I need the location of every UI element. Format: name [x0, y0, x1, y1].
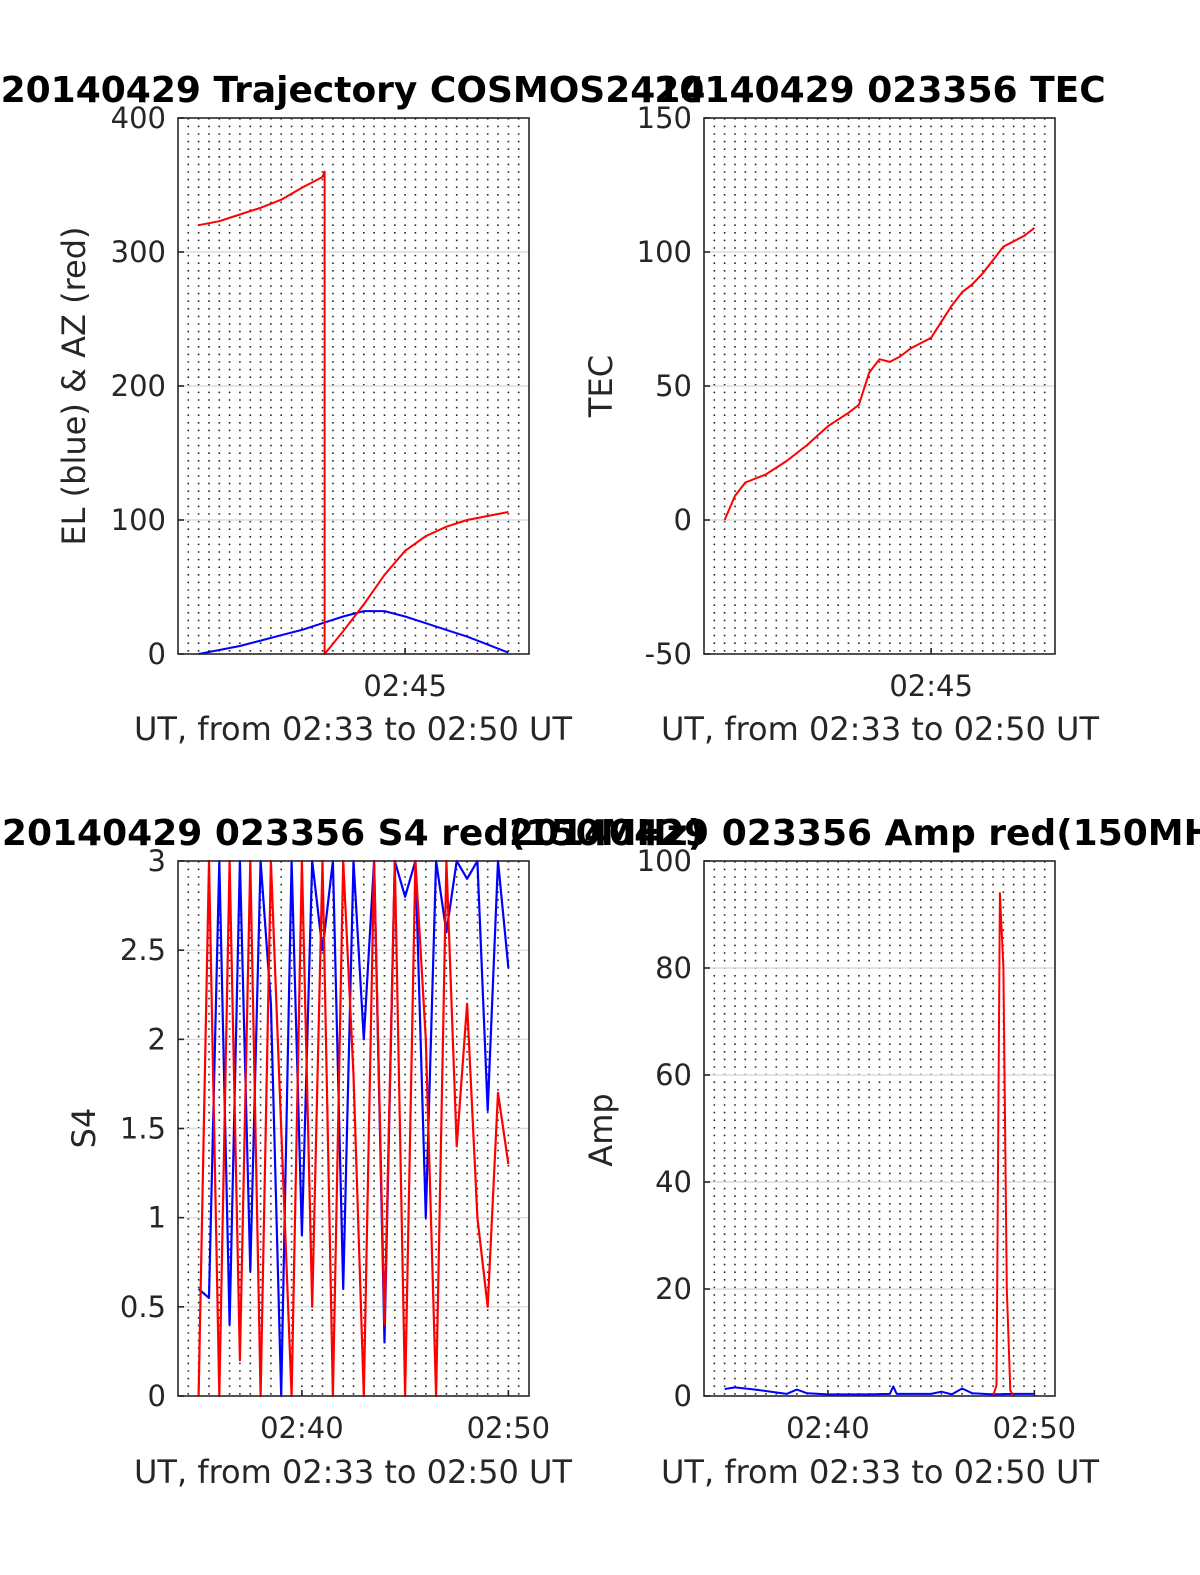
x-axis-label: UT, from 02:33 to 02:50 UT — [134, 1453, 572, 1491]
series-group — [198, 170, 509, 655]
y-tick-label: 0 — [148, 637, 166, 671]
panel-amp: 0 20 40 60 80 100 02:40 02:50 20140429 023356 … — [509, 813, 1200, 1491]
x-axis-label: UT, from 02:33 to 02:50 UT — [661, 710, 1099, 748]
x-tick-label: 02:50 — [993, 1411, 1077, 1445]
y-tick-label: 0 — [674, 1379, 692, 1413]
y-tick-label: 150 — [637, 101, 692, 135]
x-tick-label: 02:40 — [786, 1411, 870, 1445]
y-tick-label: 100 — [637, 844, 692, 878]
y-tick-label: 50 — [655, 369, 692, 403]
grid-lines — [704, 861, 1055, 1396]
series-line-0 — [724, 1385, 1035, 1396]
y-tick-label: 1.5 — [120, 1112, 166, 1146]
panel-s4: 0 0.5 1 1.5 2 2.5 3 02:40 02:50 20140429 023356… — [2, 813, 704, 1491]
y-tick-labels: 0 0.5 1 1.5 2 2.5 3 — [120, 844, 166, 1413]
y-tick-label: 2.5 — [120, 933, 166, 967]
y-tick-labels: -50 0 50 100 150 — [637, 101, 692, 671]
y-tick-label: 60 — [655, 1058, 692, 1092]
chart-title: 20140429 023356 S4 red(150MHz) — [2, 813, 704, 854]
x-tick-labels: 02:45 — [363, 669, 447, 703]
y-tick-label: 1 — [148, 1201, 166, 1235]
x-tick-label: 02:40 — [260, 1411, 344, 1445]
series-group — [724, 892, 1035, 1397]
y-tick-label: 80 — [655, 951, 692, 985]
series-line-0 — [198, 610, 509, 655]
y-tick-label: 3 — [148, 844, 166, 878]
y-tick-label: 0 — [674, 503, 692, 537]
y-tick-label: 40 — [655, 1165, 692, 1199]
panel-trajectory: 0 100 200 300 400 02:45 20140429 Trajectory … — [1, 70, 706, 748]
y-tick-label: -50 — [645, 637, 692, 671]
axes-frame — [703, 860, 1056, 1397]
y-axis-label: TEC — [582, 355, 620, 418]
x-tick-label: 02:50 — [467, 1411, 551, 1445]
y-axis-label: EL (blue) & AZ (red) — [55, 226, 93, 545]
grid-lines — [704, 118, 1055, 654]
y-axis-label: S4 — [65, 1108, 103, 1149]
x-tick-label: 02:45 — [889, 669, 973, 703]
x-tick-label: 02:45 — [363, 669, 447, 703]
x-axis-label: UT, from 02:33 to 02:50 UT — [661, 1453, 1099, 1491]
y-axis-label: Amp — [582, 1093, 620, 1166]
x-tick-labels: 02:40 02:50 — [786, 1411, 1076, 1445]
y-tick-labels: 0 100 200 300 400 — [111, 101, 166, 671]
y-tick-label: 300 — [111, 235, 166, 269]
chart-title: 20140429 023356 Amp red(150MHz) — [509, 813, 1200, 854]
y-tick-labels: 0 20 40 60 80 100 — [637, 844, 692, 1413]
y-tick-label: 200 — [111, 369, 166, 403]
series-group — [723, 227, 1036, 521]
panel-tec: -50 0 50 100 150 02:45 20140429 023356 TEC U… — [582, 70, 1106, 748]
series-line-1 — [198, 170, 509, 655]
y-tick-label: 0 — [148, 1379, 166, 1413]
y-tick-label: 0.5 — [120, 1290, 166, 1324]
chart-title: 20140429 023356 TEC — [654, 70, 1105, 111]
y-tick-label: 400 — [111, 101, 166, 135]
y-tick-label: 100 — [637, 235, 692, 269]
x-tick-labels: 02:45 — [889, 669, 973, 703]
x-tick-labels: 02:40 02:50 — [260, 1411, 550, 1445]
x-axis-label: UT, from 02:33 to 02:50 UT — [134, 710, 572, 748]
y-tick-label: 100 — [111, 503, 166, 537]
chart-title: 20140429 Trajectory COSMOS2414 — [1, 70, 706, 111]
series-line-1 — [992, 892, 1015, 1397]
y-tick-label: 20 — [655, 1272, 692, 1306]
series-line-0 — [723, 227, 1036, 521]
y-tick-label: 2 — [148, 1022, 166, 1056]
